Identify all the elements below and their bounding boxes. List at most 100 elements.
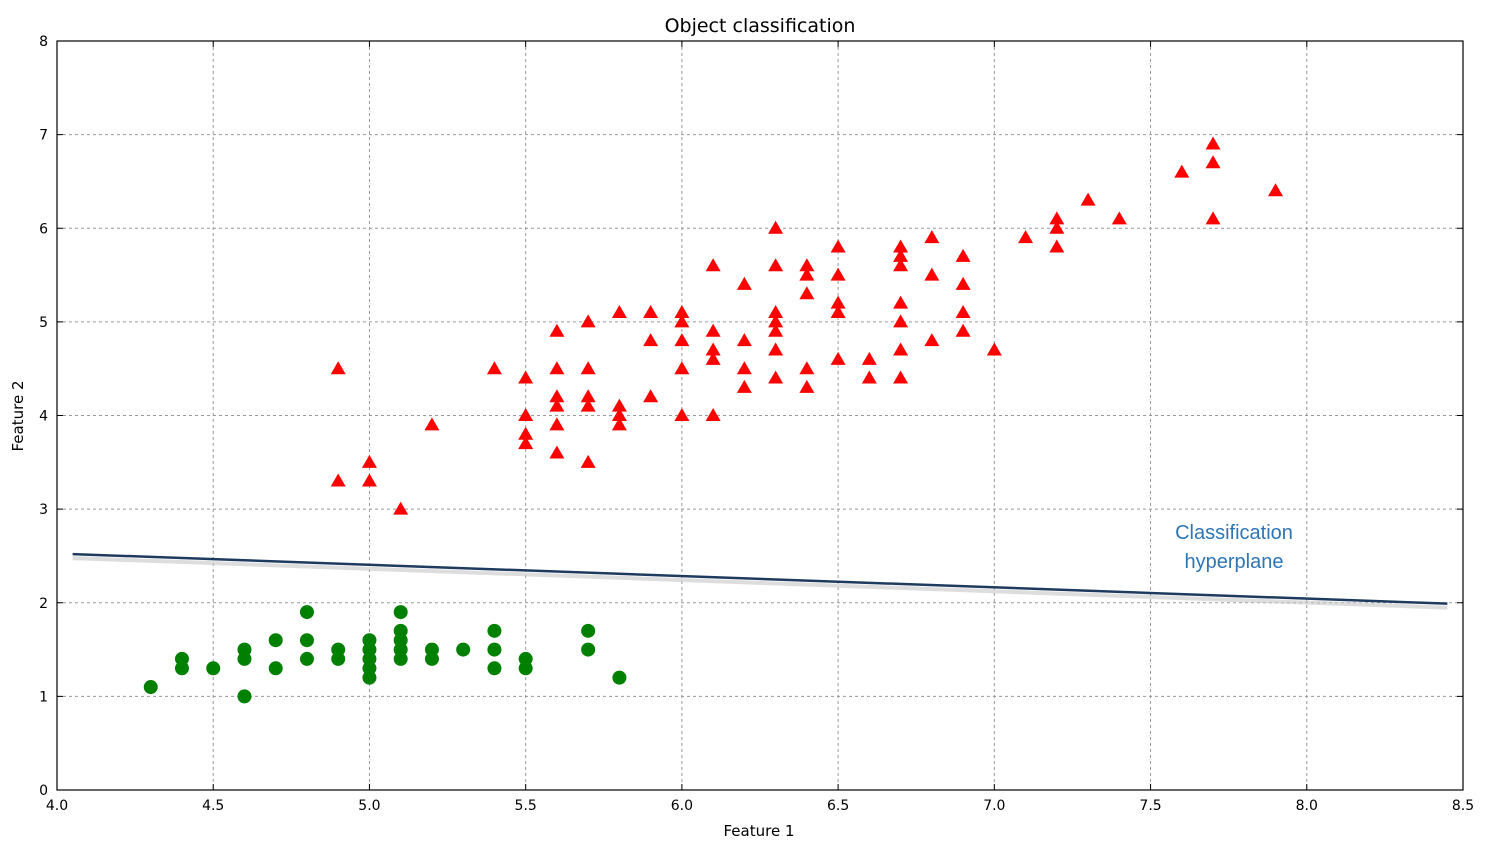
triangle-point xyxy=(861,351,877,365)
circle-point xyxy=(268,633,283,648)
triangle-point xyxy=(736,333,752,347)
triangle-point xyxy=(674,361,690,375)
circle-point xyxy=(206,661,221,676)
triangle-point xyxy=(924,230,940,244)
y-tick-label: 0 xyxy=(39,783,48,799)
circle-point xyxy=(518,661,533,676)
y-tick-label: 4 xyxy=(39,409,48,425)
triangle-point xyxy=(580,389,596,403)
triangle-point xyxy=(549,417,565,431)
hyperplane-shadow xyxy=(72,556,1448,610)
triangle-point xyxy=(768,305,784,319)
triangle-point xyxy=(330,361,346,375)
triangle-point xyxy=(674,333,690,347)
triangle-point xyxy=(736,379,752,393)
triangle-point xyxy=(1174,164,1190,178)
triangle-point xyxy=(643,305,659,319)
annotation-line-2: hyperplane xyxy=(1185,551,1284,573)
triangle-point xyxy=(549,361,565,375)
circle-point xyxy=(299,651,314,666)
triangle-point xyxy=(518,426,534,440)
triangle-point xyxy=(955,276,971,290)
triangle-point xyxy=(580,361,596,375)
circle-point xyxy=(237,689,252,704)
triangle-point xyxy=(861,370,877,384)
triangle-point xyxy=(361,473,377,487)
triangle-point xyxy=(830,351,846,365)
triangle-point xyxy=(549,389,565,403)
triangle-point xyxy=(643,333,659,347)
circle-point xyxy=(487,642,502,657)
triangle-point xyxy=(611,305,627,319)
x-axis-title: Feature 1 xyxy=(724,822,795,840)
triangle-point xyxy=(955,323,971,337)
triangle-point xyxy=(893,295,909,309)
triangle-point xyxy=(768,314,784,328)
circle-point xyxy=(456,642,471,657)
triangle-point xyxy=(1018,230,1034,244)
circle-point xyxy=(581,642,596,657)
triangle-point xyxy=(674,314,690,328)
triangle-point xyxy=(549,398,565,412)
triangle-point xyxy=(799,379,815,393)
y-tick-label: 5 xyxy=(39,315,48,331)
triangle-point xyxy=(1049,220,1065,234)
y-tick-label: 3 xyxy=(39,502,48,518)
circle-point xyxy=(174,661,189,676)
triangle-point xyxy=(830,239,846,253)
circle-point xyxy=(393,651,408,666)
circle-point xyxy=(487,623,502,638)
triangle-point xyxy=(893,314,909,328)
triangle-point xyxy=(518,370,534,384)
data-points xyxy=(143,136,1284,704)
triangle-point xyxy=(893,258,909,272)
triangle-point xyxy=(1049,239,1065,253)
x-tick-label: 7.0 xyxy=(983,798,1005,814)
triangle-point xyxy=(1111,211,1127,225)
axis-ticks: 4.0 4.5 5.0 5.5 6.0 6.5 7.0 7.5 8.0 8.5 0 1 2 3 4 5 6 7 8 xyxy=(39,34,1474,814)
circle-point xyxy=(487,661,502,676)
triangle-point xyxy=(893,342,909,356)
triangle-point xyxy=(674,408,690,421)
triangle-point xyxy=(768,258,784,272)
triangle-point xyxy=(424,417,440,431)
triangle-point xyxy=(580,454,596,468)
triangle-point xyxy=(768,342,784,356)
triangle-point xyxy=(611,417,627,431)
y-tick-label: 7 xyxy=(39,128,48,144)
x-tick-label: 7.5 xyxy=(1139,798,1161,814)
triangle-point xyxy=(643,389,659,403)
triangle-point xyxy=(736,276,752,290)
triangle-point xyxy=(799,267,815,281)
y-tick-label: 8 xyxy=(39,34,48,50)
triangle-point xyxy=(705,408,721,421)
triangle-point xyxy=(830,305,846,319)
circle-point xyxy=(424,651,439,666)
triangle-point xyxy=(674,305,690,319)
circle-point xyxy=(237,651,252,666)
x-tick-label: 6.5 xyxy=(827,798,849,814)
x-tick-label: 4.5 xyxy=(202,798,224,814)
triangle-point xyxy=(830,295,846,309)
triangle-point xyxy=(1049,211,1065,225)
triangle-point xyxy=(705,323,721,337)
circle-point xyxy=(393,605,408,620)
triangle-point xyxy=(580,314,596,328)
triangle-point xyxy=(705,351,721,365)
x-tick-label: 8.5 xyxy=(1452,798,1474,814)
triangle-point xyxy=(549,445,565,459)
circle-point xyxy=(362,670,377,685)
triangle-point xyxy=(893,248,909,262)
circle-point xyxy=(612,670,627,685)
x-tick-label: 6.0 xyxy=(671,798,693,814)
circle-point xyxy=(299,605,314,620)
circle-point xyxy=(299,633,314,648)
hyperplane-group xyxy=(72,552,1448,610)
triangle-point xyxy=(893,370,909,384)
x-tick-label: 5.0 xyxy=(358,798,380,814)
circle-point xyxy=(143,680,158,695)
triangle-point xyxy=(705,342,721,356)
y-tick-label: 2 xyxy=(39,596,48,612)
triangle-point xyxy=(768,323,784,337)
triangle-point xyxy=(924,333,940,347)
